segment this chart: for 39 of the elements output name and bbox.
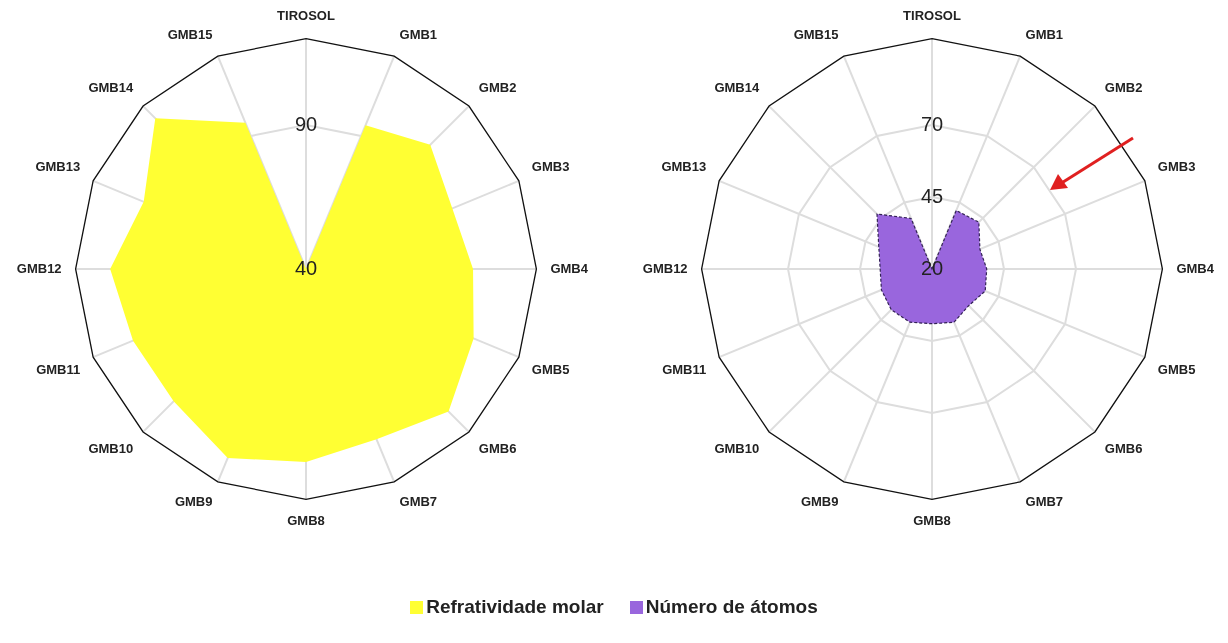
spoke-label: GMB6 xyxy=(478,441,517,457)
spoke-label: GMB7 xyxy=(399,494,438,510)
legend-label: Número de átomos xyxy=(645,596,818,618)
spoke-label: GMB15 xyxy=(793,26,839,42)
y-tick-label: 20 xyxy=(920,256,944,279)
spoke-label: GMB2 xyxy=(478,79,517,95)
spoke-label: GMB10 xyxy=(714,441,760,457)
spoke-label: GMB3 xyxy=(1157,159,1196,175)
y-tick-label: 70 xyxy=(920,112,944,135)
y-tick-label: 40 xyxy=(294,256,318,279)
spoke-label: GMB13 xyxy=(35,159,81,175)
spoke-label: GMB7 xyxy=(1025,494,1064,510)
spoke-label: GMB6 xyxy=(1104,441,1143,457)
spoke-label: GMB5 xyxy=(531,361,570,377)
spoke-label: GMB14 xyxy=(714,79,760,95)
spoke-label: GMB1 xyxy=(399,26,438,42)
spoke-label: GMB4 xyxy=(1176,260,1215,276)
spoke-label: GMB8 xyxy=(287,512,325,528)
spoke-label: GMB12 xyxy=(16,260,62,276)
spoke-label: GMB12 xyxy=(642,260,688,276)
y-tick-label: 45 xyxy=(920,184,944,207)
y-tick-label: 90 xyxy=(294,112,318,135)
spoke-label: GMB11 xyxy=(36,361,81,377)
spoke-label: TIROSOL xyxy=(903,8,961,24)
spoke-label: GMB8 xyxy=(913,512,951,528)
spoke-label: GMB9 xyxy=(800,494,839,510)
spoke-label: GMB4 xyxy=(550,260,589,276)
spoke-label: GMB10 xyxy=(88,441,134,457)
spoke-label: GMB13 xyxy=(661,159,707,175)
spoke-label: GMB2 xyxy=(1104,79,1143,95)
spoke-label: GMB9 xyxy=(174,494,213,510)
spoke-label: GMB5 xyxy=(1157,361,1196,377)
spoke-label: TIROSOL xyxy=(277,8,335,24)
spoke-label: GMB14 xyxy=(88,79,134,95)
spoke-label: GMB15 xyxy=(167,26,213,42)
spoke-label: GMB11 xyxy=(662,361,707,377)
spoke-label: GMB1 xyxy=(1025,26,1064,42)
spoke-label: GMB3 xyxy=(531,159,570,175)
legend-label: Refratividade molar xyxy=(426,596,604,618)
